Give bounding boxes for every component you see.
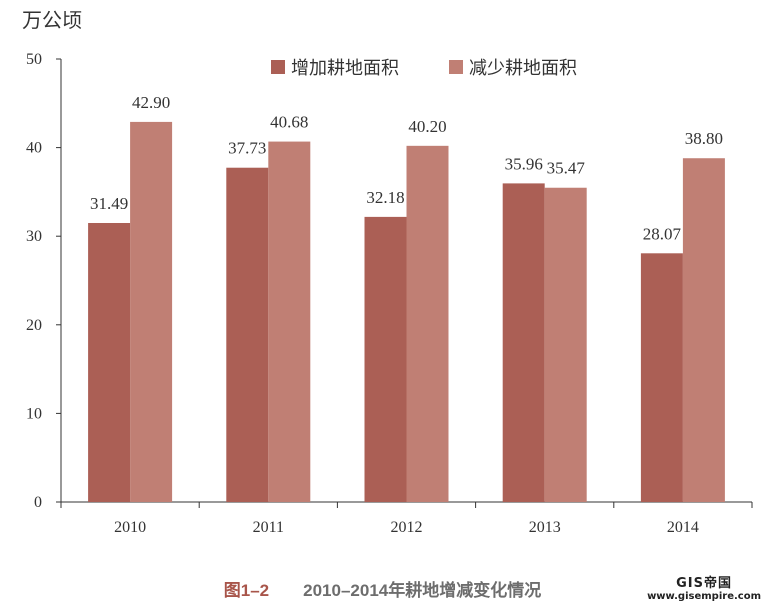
data-label: 40.68 bbox=[270, 113, 308, 132]
bar bbox=[544, 187, 587, 503]
x-tick-label: 2011 bbox=[253, 519, 284, 536]
data-label: 35.47 bbox=[547, 159, 586, 178]
bar bbox=[226, 167, 269, 502]
x-tick-label: 2010 bbox=[114, 519, 146, 536]
bar bbox=[364, 216, 407, 502]
figure-title: 2010–2014年耕地增减变化情况 bbox=[303, 581, 542, 600]
y-tick-label: 30 bbox=[26, 228, 42, 245]
y-tick-label: 50 bbox=[26, 51, 42, 68]
bar bbox=[406, 145, 449, 502]
legend-label: 减少耕地面积 bbox=[469, 58, 577, 78]
data-label: 42.90 bbox=[132, 93, 170, 112]
figure-number: 图1–2 bbox=[223, 581, 270, 600]
bar bbox=[130, 121, 173, 502]
data-label: 35.96 bbox=[505, 154, 543, 173]
y-tick-label: 10 bbox=[26, 405, 42, 422]
figure-caption: 图1–2 2010–2014年耕地增减变化情况 bbox=[0, 576, 765, 601]
bar-chart: 万公顷 0 10 20 30 40 50 2010 2011 2012 2013 2014 31.49 3… bbox=[22, 10, 753, 536]
data-label: 37.73 bbox=[228, 139, 266, 158]
y-tick-label: 40 bbox=[26, 140, 42, 157]
data-label: 32.18 bbox=[366, 188, 404, 207]
bar bbox=[682, 158, 725, 502]
x-tick-label: 2012 bbox=[391, 519, 423, 536]
y-tick-label: 0 bbox=[34, 494, 42, 511]
watermark-logo-text: GIS帝国 bbox=[676, 576, 732, 591]
bar bbox=[640, 253, 683, 502]
legend-swatch bbox=[449, 60, 463, 74]
x-tick-label: 2013 bbox=[529, 519, 561, 536]
watermark-url: www.gisempire.com bbox=[647, 591, 761, 602]
legend-swatch bbox=[271, 60, 285, 74]
y-tick-label: 20 bbox=[26, 317, 42, 334]
y-axis-label: 万公顷 bbox=[22, 10, 82, 32]
bar bbox=[502, 183, 545, 502]
x-tick-label: 2014 bbox=[667, 519, 699, 536]
legend-label: 增加耕地面积 bbox=[291, 58, 399, 78]
bar bbox=[88, 222, 131, 502]
bar bbox=[268, 141, 311, 502]
data-label: 38.80 bbox=[685, 129, 723, 148]
data-label: 31.49 bbox=[90, 194, 128, 213]
watermark: GIS帝国 www.gisempire.com bbox=[647, 572, 761, 602]
data-label: 28.07 bbox=[643, 224, 682, 243]
data-label: 40.20 bbox=[408, 117, 446, 136]
